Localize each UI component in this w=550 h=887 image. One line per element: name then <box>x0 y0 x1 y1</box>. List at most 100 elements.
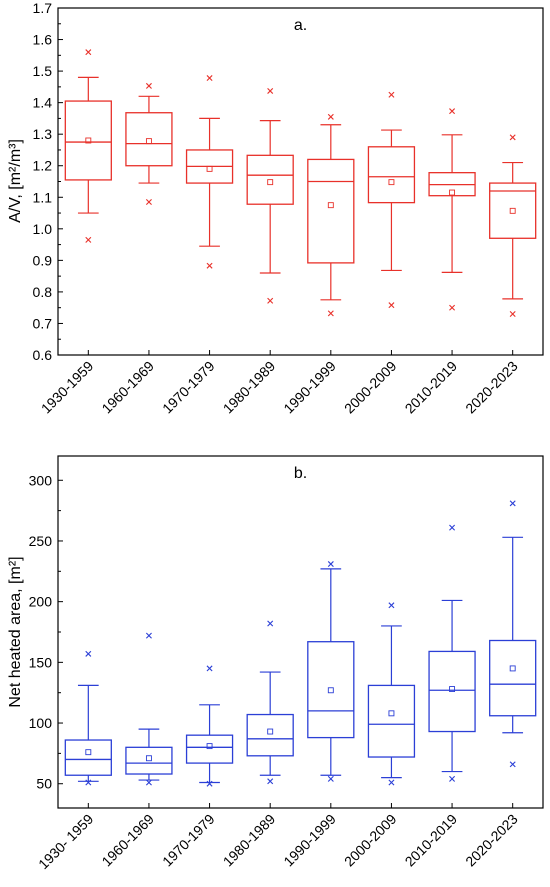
panel-b: 50 100 150 200 250 300 Net heated area, [m²] b.… <box>7 455 544 873</box>
box-1930-1959 <box>64 650 112 786</box>
y-tick-label: 300 <box>29 472 53 488</box>
box-iqr <box>246 713 294 757</box>
min-marker <box>267 297 274 304</box>
x-tick-label: 1980-1989 <box>220 358 279 417</box>
x-tick-label: 1960-1969 <box>98 358 157 417</box>
panel-label: a. <box>294 17 307 34</box>
min-marker <box>85 779 92 786</box>
box-iqr <box>489 639 537 717</box>
max-marker-stroke <box>509 134 516 141</box>
box-1980-1989 <box>246 87 294 304</box>
min-marker-stroke <box>206 780 213 787</box>
plot-frame <box>57 7 544 356</box>
x-tick-label: 2000-2009 <box>341 811 400 870</box>
min-marker-stroke <box>85 779 92 786</box>
mean-marker <box>267 728 274 735</box>
y-tick-label: 50 <box>36 776 52 792</box>
box-1990-1999 <box>307 561 355 782</box>
y-tick-label: 1.5 <box>33 63 53 79</box>
x-tick-label: 1930- 1959 <box>35 811 97 873</box>
max-marker <box>145 82 152 89</box>
mean-marker <box>267 179 274 186</box>
max-marker-stroke <box>145 82 152 89</box>
box-1980-1989 <box>246 620 294 785</box>
min-marker-stroke <box>145 199 152 205</box>
mean-marker <box>327 687 334 694</box>
max-marker-stroke <box>85 650 92 657</box>
min-marker-stroke <box>145 779 152 786</box>
box-1960-1969 <box>125 632 173 786</box>
y-tick-label: 100 <box>29 715 53 731</box>
min-marker-stroke <box>388 779 395 786</box>
max-marker-stroke <box>206 665 213 672</box>
y-axis-label: A/V, [m²/m³] <box>7 139 24 223</box>
x-tick-label: 1970-1979 <box>159 811 218 870</box>
y-tick-label: 1.1 <box>33 189 53 205</box>
min-marker <box>388 302 395 309</box>
max-marker <box>388 91 395 98</box>
min-marker-stroke <box>267 297 274 304</box>
box-iqr <box>367 684 416 758</box>
min-marker-stroke <box>85 236 92 243</box>
max-marker <box>509 134 516 141</box>
min-marker-stroke <box>449 775 456 782</box>
y-tick-label: 0.7 <box>33 315 53 331</box>
y-tick-label: 1.4 <box>33 95 53 111</box>
plot-frame <box>57 455 544 809</box>
max-marker <box>206 75 213 82</box>
max-marker <box>267 620 274 627</box>
max-marker-stroke <box>388 91 395 98</box>
box-1970-1979 <box>185 75 234 269</box>
box-iqr <box>125 746 173 775</box>
x-tick-label: 2020-2023 <box>462 358 521 417</box>
x-tick-label: 1980-1989 <box>220 811 279 870</box>
x-tick-label: 2010-2019 <box>402 358 461 417</box>
mean-marker <box>449 189 456 196</box>
y-tick-label: 1.2 <box>33 158 53 174</box>
min-marker <box>206 780 213 787</box>
min-marker-stroke <box>509 311 516 317</box>
box-2010-2019 <box>428 108 476 311</box>
box-2000-2009 <box>367 91 416 309</box>
box-1960-1969 <box>125 82 173 205</box>
max-marker-stroke <box>327 113 334 120</box>
min-marker <box>145 779 152 786</box>
box-1990-1999 <box>307 113 355 317</box>
mean-marker <box>85 137 92 144</box>
mean-marker <box>206 743 213 750</box>
min-marker <box>145 199 152 205</box>
box-iqr <box>428 650 476 733</box>
max-marker-stroke <box>449 524 456 531</box>
x-tick-label: 1960-1969 <box>98 811 157 870</box>
y-tick-label: 0.8 <box>33 284 53 300</box>
max-marker-stroke <box>267 87 274 94</box>
y-tick-label: 0.9 <box>33 252 53 268</box>
min-marker <box>449 775 456 782</box>
panel-label: b. <box>294 465 307 482</box>
box-iqr <box>489 182 537 239</box>
min-marker <box>327 775 334 782</box>
min-marker-stroke <box>206 262 213 269</box>
max-marker-stroke <box>206 75 213 82</box>
max-marker <box>327 561 334 568</box>
mean-marker <box>509 207 516 214</box>
y-tick-label: 1.3 <box>33 126 53 142</box>
min-marker-stroke <box>388 302 395 309</box>
y-axis-label: Net heated area, [m²] <box>7 556 24 707</box>
min-marker-stroke <box>267 778 274 785</box>
box-2020-2023 <box>489 500 537 768</box>
min-marker <box>267 778 274 785</box>
max-marker <box>327 113 334 120</box>
max-marker-stroke <box>449 108 456 115</box>
box-2000-2009 <box>367 602 416 786</box>
panel-a: 0.6 0.7 0.8 0.9 1.0 1.1 1.2 1.3 1.4 1.5 1.6 1.7 A/V,… <box>7 0 544 417</box>
mean-marker <box>145 755 152 762</box>
min-marker <box>509 311 516 317</box>
mean-marker <box>145 138 152 145</box>
y-tick-label: 1.7 <box>33 0 53 16</box>
min-marker-stroke <box>327 775 334 782</box>
box-iqr <box>307 641 355 739</box>
x-tick-label: 2000-2009 <box>341 358 400 417</box>
